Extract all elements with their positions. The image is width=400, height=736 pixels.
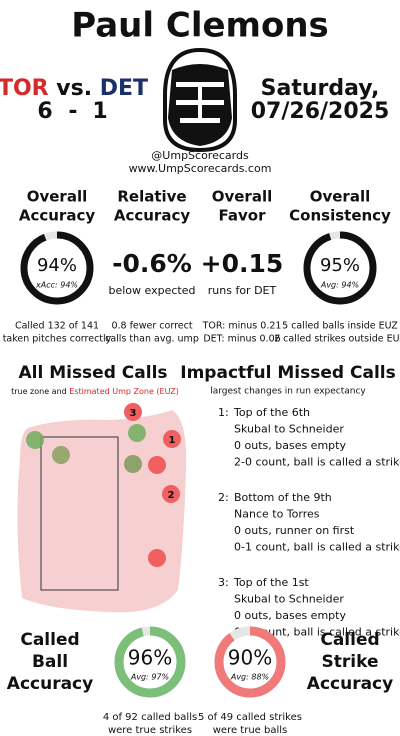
date: 07/26/2025 bbox=[251, 99, 390, 124]
team-part: vs. bbox=[49, 76, 92, 101]
accuracy-title: Ball bbox=[32, 652, 68, 672]
missed-pitches bbox=[26, 403, 181, 567]
accuracy-title: Accuracy bbox=[7, 674, 93, 694]
umpire-mask-icon bbox=[163, 47, 237, 153]
away-score: 6 bbox=[37, 99, 52, 124]
stat-value: -0.6% bbox=[112, 249, 192, 278]
item-line: 0 outs, bases empty bbox=[234, 609, 346, 622]
legend-euz: Estimated Ump Zone (EUZ) bbox=[67, 387, 179, 396]
ring-arc bbox=[214, 626, 286, 698]
title: Paul Clemons bbox=[71, 6, 329, 46]
stat-sub: xAcc: 94% bbox=[35, 281, 78, 290]
accuracy-note: 4 of 92 called balls bbox=[103, 712, 197, 723]
accuracy-title: Strike bbox=[322, 652, 379, 672]
ring-arc bbox=[114, 626, 186, 698]
score-dash: - bbox=[68, 99, 77, 124]
stat-title: Overall bbox=[212, 188, 273, 206]
accuracy-title: Called bbox=[320, 630, 379, 650]
stat-value: +0.15 bbox=[201, 249, 284, 278]
accuracy-note: 5 of 49 called strikes bbox=[198, 712, 302, 723]
accuracy-title: Called bbox=[20, 630, 79, 650]
stat-title: Overall bbox=[27, 188, 88, 206]
stat-sub: Avg: 94% bbox=[320, 281, 359, 290]
item-number: 1: bbox=[218, 406, 229, 419]
stat-title: Overall bbox=[310, 188, 371, 206]
stat-note: DET: minus 0.06 bbox=[203, 334, 280, 345]
zone-legend: true zone and Estimated Ump Zone (EUZ) bbox=[11, 387, 179, 396]
stat-title: Accuracy bbox=[19, 207, 95, 225]
handle: @UmpScorecards bbox=[151, 149, 249, 162]
item-line: Bottom of the 9th bbox=[234, 491, 332, 504]
marker-label: 3 bbox=[130, 408, 137, 419]
stat-note: calls than avg. ump bbox=[105, 334, 199, 345]
stat-title: Favor bbox=[219, 207, 267, 225]
ring-arc bbox=[20, 231, 94, 305]
accuracy-note: were true balls bbox=[213, 725, 288, 736]
accuracy-value: 90% bbox=[228, 646, 272, 670]
item-line: Top of the 1st bbox=[233, 576, 309, 589]
item-line: 0 outs, runner on first bbox=[234, 524, 355, 537]
ring-arc bbox=[303, 231, 377, 305]
stat-title: Relative bbox=[117, 188, 186, 206]
legend-true: true zone and bbox=[11, 387, 67, 396]
strike-zone bbox=[40, 436, 119, 591]
stat-note: 0.8 fewer correct bbox=[111, 321, 192, 332]
accuracy-value: 96% bbox=[128, 646, 172, 670]
marker-label: 2 bbox=[168, 490, 175, 501]
item-line: 0 outs, bases empty bbox=[234, 439, 346, 452]
item-line: 0-1 count, ball is called a strike bbox=[234, 541, 400, 554]
item-line: Skubal to Schneider bbox=[234, 423, 344, 436]
stat-title: Consistency bbox=[289, 207, 391, 225]
item-line: 0-0 count, ball is called a strike bbox=[234, 626, 400, 639]
teams: TOR vs. DET bbox=[0, 76, 148, 101]
stat-sub: below expected bbox=[109, 284, 196, 297]
accuracy-sub: Avg: 88% bbox=[230, 673, 269, 682]
stat-sub: runs for DET bbox=[208, 284, 277, 297]
item-number: 2: bbox=[218, 491, 229, 504]
item-line: Skubal to Schneider bbox=[234, 593, 344, 606]
stat-value: 95% bbox=[320, 255, 360, 276]
stat-note: TOR: minus 0.21 bbox=[202, 321, 282, 332]
item-line: Top of the 6th bbox=[233, 406, 310, 419]
website: www.UmpScorecards.com bbox=[129, 162, 272, 175]
section-title: All Missed Calls bbox=[18, 363, 167, 383]
accuracy-sub: Avg: 97% bbox=[130, 673, 169, 682]
section-title: Impactful Missed Calls bbox=[180, 363, 395, 383]
stat-note: Called 132 of 141 bbox=[15, 321, 99, 332]
accuracy-note: were true strikes bbox=[108, 725, 192, 736]
stat-note: taken pitches correctly bbox=[3, 334, 112, 345]
item-line: 2-0 count, ball is called a strike bbox=[234, 456, 400, 469]
team-part: DET bbox=[92, 76, 148, 101]
home-score: 1 bbox=[92, 99, 107, 124]
stat-note: 2 called strikes outside EUZ bbox=[274, 334, 400, 345]
day: Saturday, bbox=[261, 76, 380, 101]
marker-label: 1 bbox=[169, 435, 176, 446]
stat-value: 94% bbox=[37, 255, 77, 276]
stat-note: 5 called balls inside EUZ bbox=[282, 321, 398, 332]
team-part: TOR bbox=[0, 76, 49, 101]
item-number: 3: bbox=[218, 576, 229, 589]
accuracy-title: Accuracy bbox=[307, 674, 393, 694]
section-subtitle: largest changes in run expectancy bbox=[210, 387, 366, 397]
stat-title: Accuracy bbox=[114, 207, 190, 225]
item-line: Nance to Torres bbox=[234, 508, 320, 521]
